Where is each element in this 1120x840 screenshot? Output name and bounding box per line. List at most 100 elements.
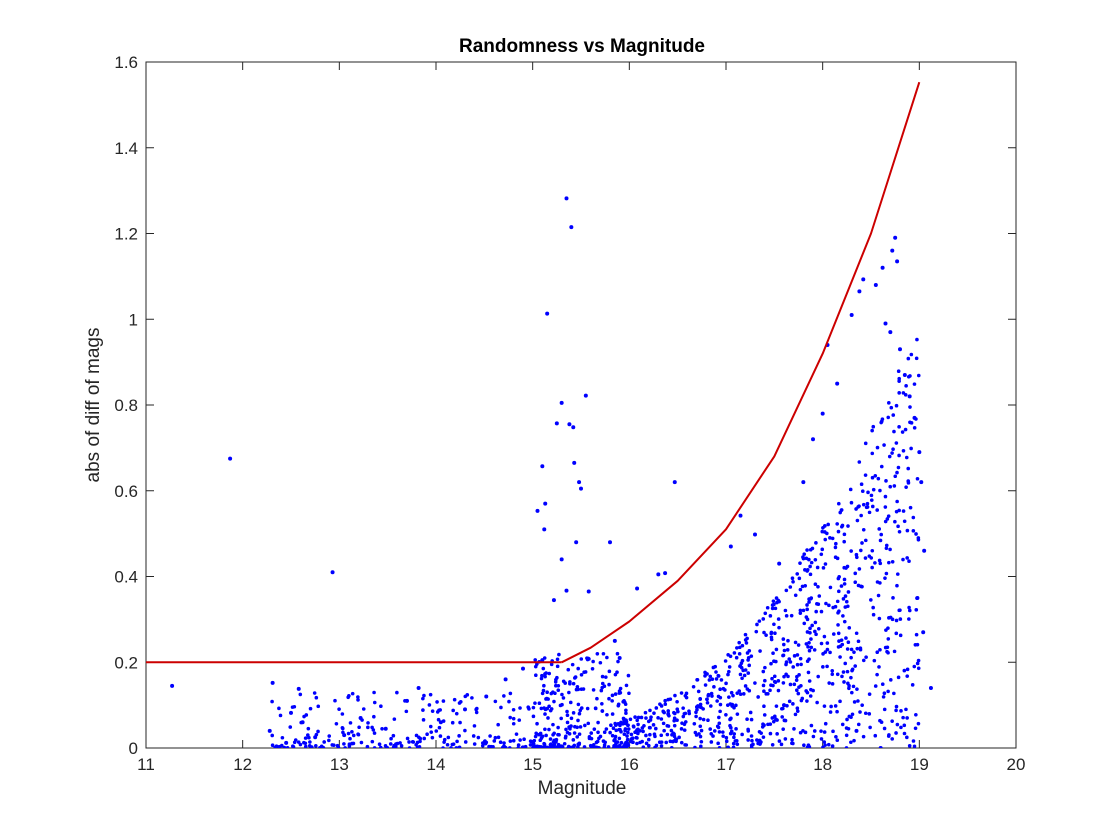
scatter-point (798, 611, 803, 615)
scatter-point (705, 697, 709, 702)
scatter-point (499, 705, 503, 710)
scatter-point (458, 720, 462, 725)
scatter-point (857, 504, 861, 508)
scatter-point (892, 484, 897, 488)
scatter-point (624, 683, 629, 688)
scatter-point (883, 645, 888, 650)
scatter-point (899, 709, 903, 713)
scatter-point (666, 697, 671, 702)
scatter-point (717, 746, 722, 748)
scatter-point (864, 655, 868, 659)
scatter-point (758, 741, 763, 745)
scatter-point (782, 703, 786, 708)
scatter-point (436, 717, 441, 722)
scatter-point (745, 687, 750, 691)
scatter-point (642, 723, 646, 728)
scatter-point (901, 715, 905, 720)
scatter-point (740, 676, 744, 681)
scatter-point (554, 740, 558, 744)
scatter-point (308, 706, 313, 711)
scatter-point (528, 743, 533, 747)
scatter-point (861, 277, 866, 282)
scatter-point (837, 574, 841, 579)
x-tick-label: 11 (137, 755, 155, 774)
scatter-point (830, 536, 835, 541)
scatter-point (308, 740, 312, 744)
scatter-point (830, 668, 835, 673)
scatter-point (683, 743, 687, 747)
scatter-point (503, 677, 508, 682)
scatter-point (775, 600, 779, 605)
scatter-point (737, 652, 742, 656)
scatter-point (805, 568, 810, 572)
scatter-point (591, 688, 596, 692)
scatter-point (575, 684, 580, 689)
scatter-point (646, 737, 651, 742)
scatter-point (542, 527, 547, 532)
scatter-point (314, 744, 318, 748)
scatter-point (820, 529, 825, 534)
scatter-point (799, 698, 804, 703)
scatter-point (807, 600, 811, 604)
scatter-point (735, 646, 739, 650)
scatter-point (906, 356, 911, 361)
scatter-point (800, 584, 805, 589)
scatter-point (706, 718, 710, 723)
scatter-point (708, 727, 713, 731)
scatter-point (858, 647, 863, 652)
scatter-point (884, 546, 889, 551)
scatter-point (682, 728, 687, 732)
scatter-point (380, 726, 384, 731)
scatter-point (869, 493, 874, 498)
scatter-point (915, 337, 919, 342)
scatter-point (755, 622, 759, 627)
scatter-point (646, 743, 651, 748)
scatter-point (887, 733, 891, 737)
scatter-point (867, 692, 872, 696)
scatter-point (846, 524, 850, 528)
scatter-point (516, 743, 521, 747)
scatter-point (915, 595, 920, 600)
scatter-point (890, 248, 895, 253)
scatter-point (474, 710, 479, 715)
scatter-point (625, 734, 629, 738)
scatter-point (693, 730, 698, 735)
scatter-point (564, 196, 569, 201)
scatter-point (596, 730, 600, 735)
scatter-point (768, 731, 773, 736)
scatter-point (709, 704, 713, 708)
x-tick-label: 20 (1007, 755, 1026, 774)
scatter-point (873, 561, 877, 565)
scatter-point (887, 560, 891, 565)
scatter-point (875, 650, 880, 655)
scatter-point (595, 739, 600, 744)
scatter-point (793, 593, 798, 598)
scatter-point (734, 703, 738, 708)
scatter-point (823, 743, 827, 747)
scatter-point (274, 744, 279, 748)
scatter-point (856, 699, 860, 703)
scatter-point (812, 729, 817, 733)
scatter-point (905, 716, 909, 720)
scatter-point (828, 536, 832, 540)
scatter-point (882, 691, 887, 696)
scatter-point (732, 651, 737, 655)
scatter-point (763, 611, 768, 616)
scatter-point (571, 745, 575, 748)
scatter-point (648, 708, 652, 713)
scatter-point (825, 531, 829, 536)
scatter-point (833, 555, 838, 560)
scatter-point (816, 674, 820, 679)
scatter-point (890, 737, 895, 741)
scatter-point (663, 571, 668, 576)
scatter-point (755, 738, 759, 742)
scatter-point (842, 577, 847, 582)
scatter-point (858, 710, 862, 714)
scatter-point (782, 642, 786, 647)
scatter-point (582, 745, 587, 748)
scatter-point (415, 740, 420, 745)
scatter-point (270, 743, 275, 748)
scatter-point (648, 732, 652, 737)
scatter-point (636, 715, 641, 720)
